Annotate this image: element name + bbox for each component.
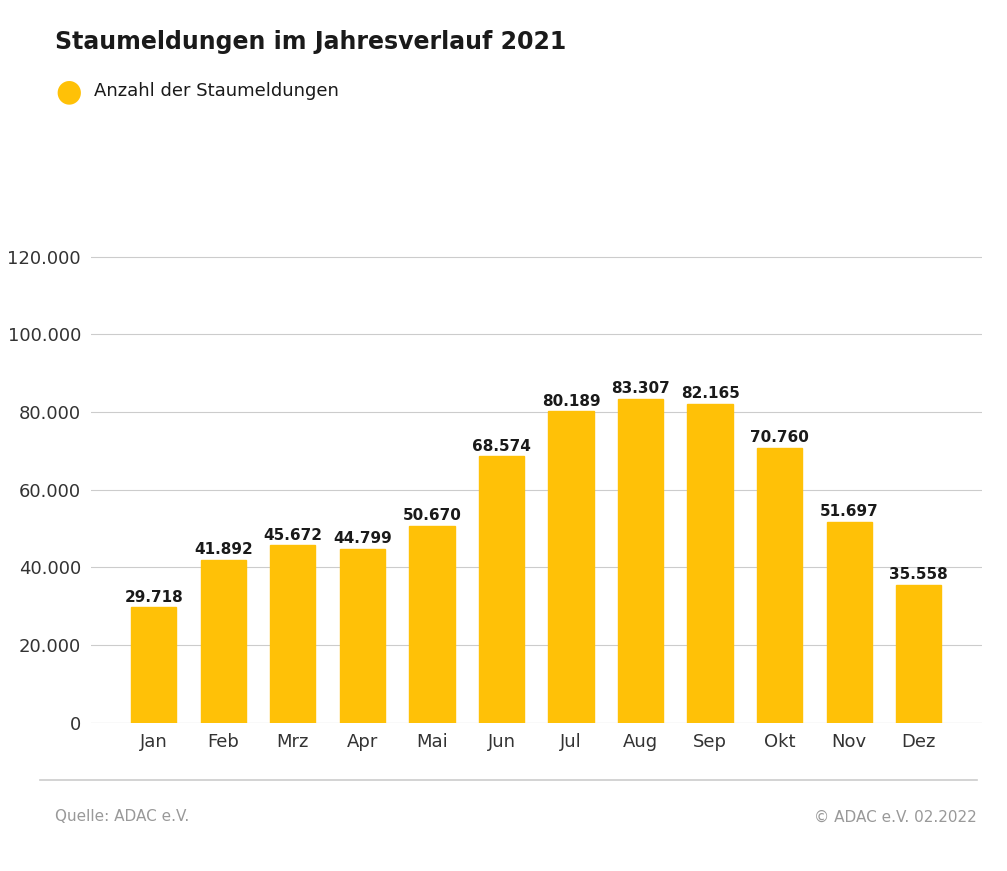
Text: Staumeldungen im Jahresverlauf 2021: Staumeldungen im Jahresverlauf 2021 — [55, 30, 567, 55]
Text: ●: ● — [55, 77, 82, 106]
Text: 44.799: 44.799 — [333, 531, 392, 546]
Bar — [827, 522, 872, 723]
Text: 80.189: 80.189 — [542, 394, 600, 408]
Bar — [896, 584, 942, 723]
Bar — [409, 526, 454, 723]
Bar — [688, 403, 733, 723]
Bar — [200, 560, 246, 723]
Text: Anzahl der Staumeldungen: Anzahl der Staumeldungen — [94, 83, 338, 100]
Bar — [131, 607, 176, 723]
Text: 68.574: 68.574 — [472, 439, 531, 454]
Text: 70.760: 70.760 — [750, 430, 809, 445]
Bar — [618, 399, 664, 723]
Text: 82.165: 82.165 — [681, 386, 739, 401]
Bar — [757, 448, 803, 723]
Text: 35.558: 35.558 — [889, 567, 948, 582]
Text: © ADAC e.V. 02.2022: © ADAC e.V. 02.2022 — [814, 809, 977, 825]
Text: 50.670: 50.670 — [403, 509, 461, 523]
Bar — [270, 545, 315, 723]
Text: 51.697: 51.697 — [820, 504, 878, 519]
Text: 45.672: 45.672 — [263, 528, 322, 543]
Text: Quelle: ADAC e.V.: Quelle: ADAC e.V. — [55, 809, 189, 825]
Bar — [479, 456, 524, 723]
Text: 29.718: 29.718 — [125, 590, 183, 604]
Text: 41.892: 41.892 — [194, 543, 253, 557]
Bar — [339, 549, 385, 723]
Bar — [549, 411, 593, 723]
Text: 83.307: 83.307 — [611, 381, 670, 396]
